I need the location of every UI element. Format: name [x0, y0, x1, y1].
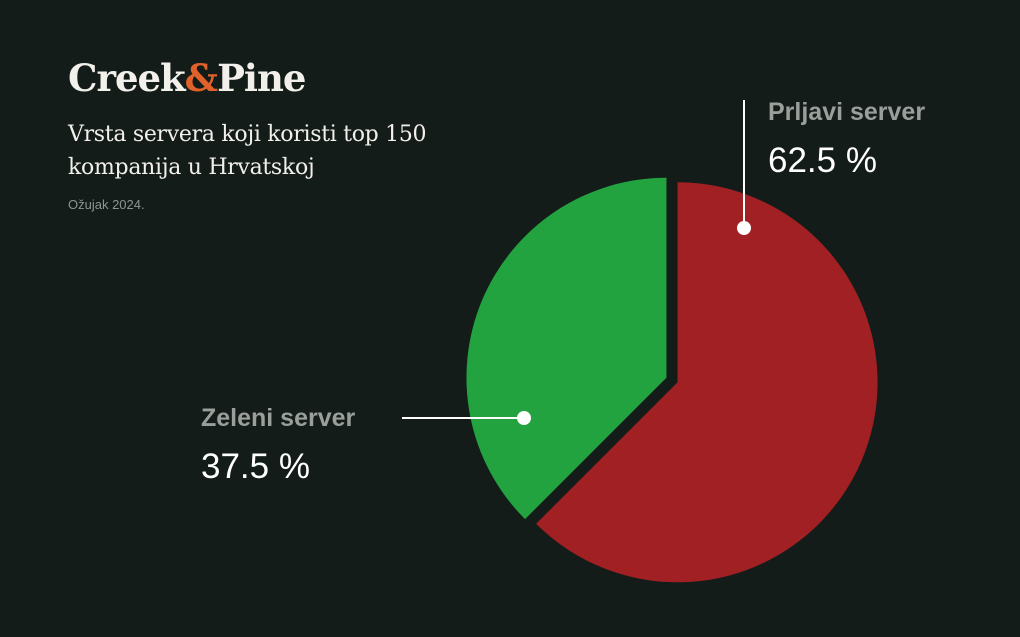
brand-ampersand: &	[184, 56, 218, 100]
brand-name-part2: Pine	[217, 56, 306, 100]
slice-value-zeleni: 37.5 %	[201, 447, 310, 486]
chart-subtitle: Ožujak 2024.	[68, 197, 145, 212]
slice-label-prljavi: Prljavi server	[768, 98, 925, 126]
brand-name-part1: Creek	[68, 56, 186, 100]
pie-slice-zeleni	[466, 177, 667, 520]
slice-value-prljavi: 62.5 %	[768, 141, 877, 180]
pie-slice-prljavi	[536, 182, 878, 583]
callout-dot-zeleni	[517, 411, 531, 425]
slice-label-zeleni: Zeleni server	[201, 404, 356, 432]
brand-logo: Creek&Pine	[68, 56, 306, 100]
chart-title: Vrsta servera koji koristi top 150 kompa…	[68, 122, 427, 180]
callout-dot-prljavi	[737, 221, 751, 235]
